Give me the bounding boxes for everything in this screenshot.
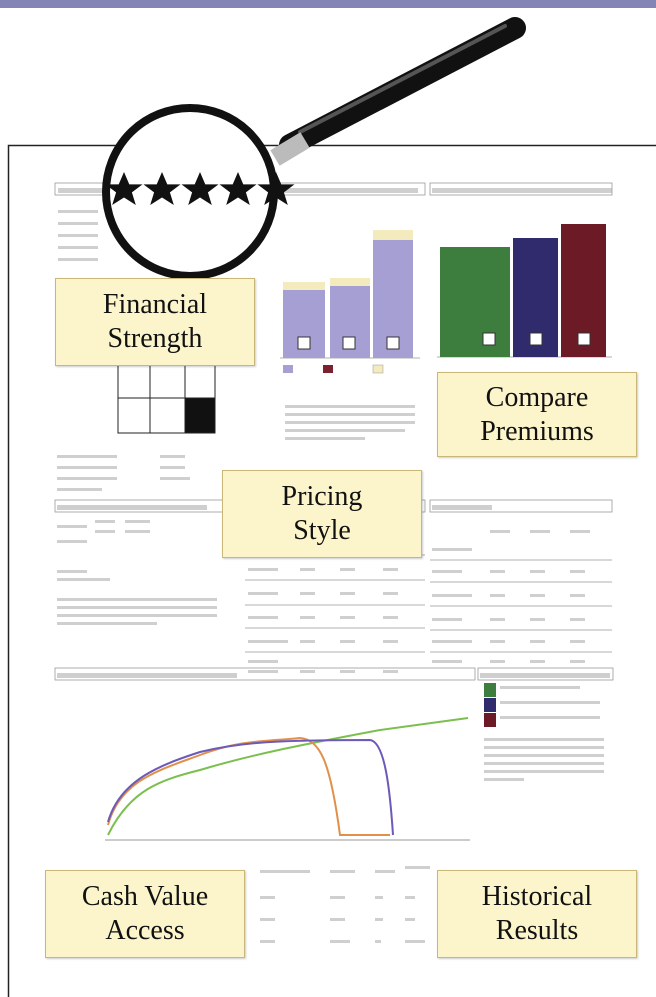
callout-text: Compare Premiums: [467, 381, 607, 449]
callout-text: Financial Strength: [85, 288, 225, 356]
callout: Financial Strength: [55, 278, 255, 366]
magnifier-handle: [290, 28, 515, 145]
legend-swatch: [484, 683, 496, 697]
handle-shine: [300, 26, 505, 132]
callout: Historical Results: [437, 870, 637, 958]
callout: Pricing Style: [222, 470, 422, 558]
callout-text: Historical Results: [457, 880, 617, 948]
legend-swatch: [484, 698, 496, 712]
page: Financial Strength Compare Premiums Pric…: [0, 0, 656, 997]
rating-grid: [118, 365, 215, 433]
legend-swatch: [484, 713, 496, 727]
callout-text: Cash Value Access: [65, 880, 225, 948]
callout: Compare Premiums: [437, 372, 637, 457]
callout-text: Pricing Style: [267, 480, 377, 548]
top-band: [0, 0, 656, 8]
callout: Cash Value Access: [45, 870, 245, 958]
